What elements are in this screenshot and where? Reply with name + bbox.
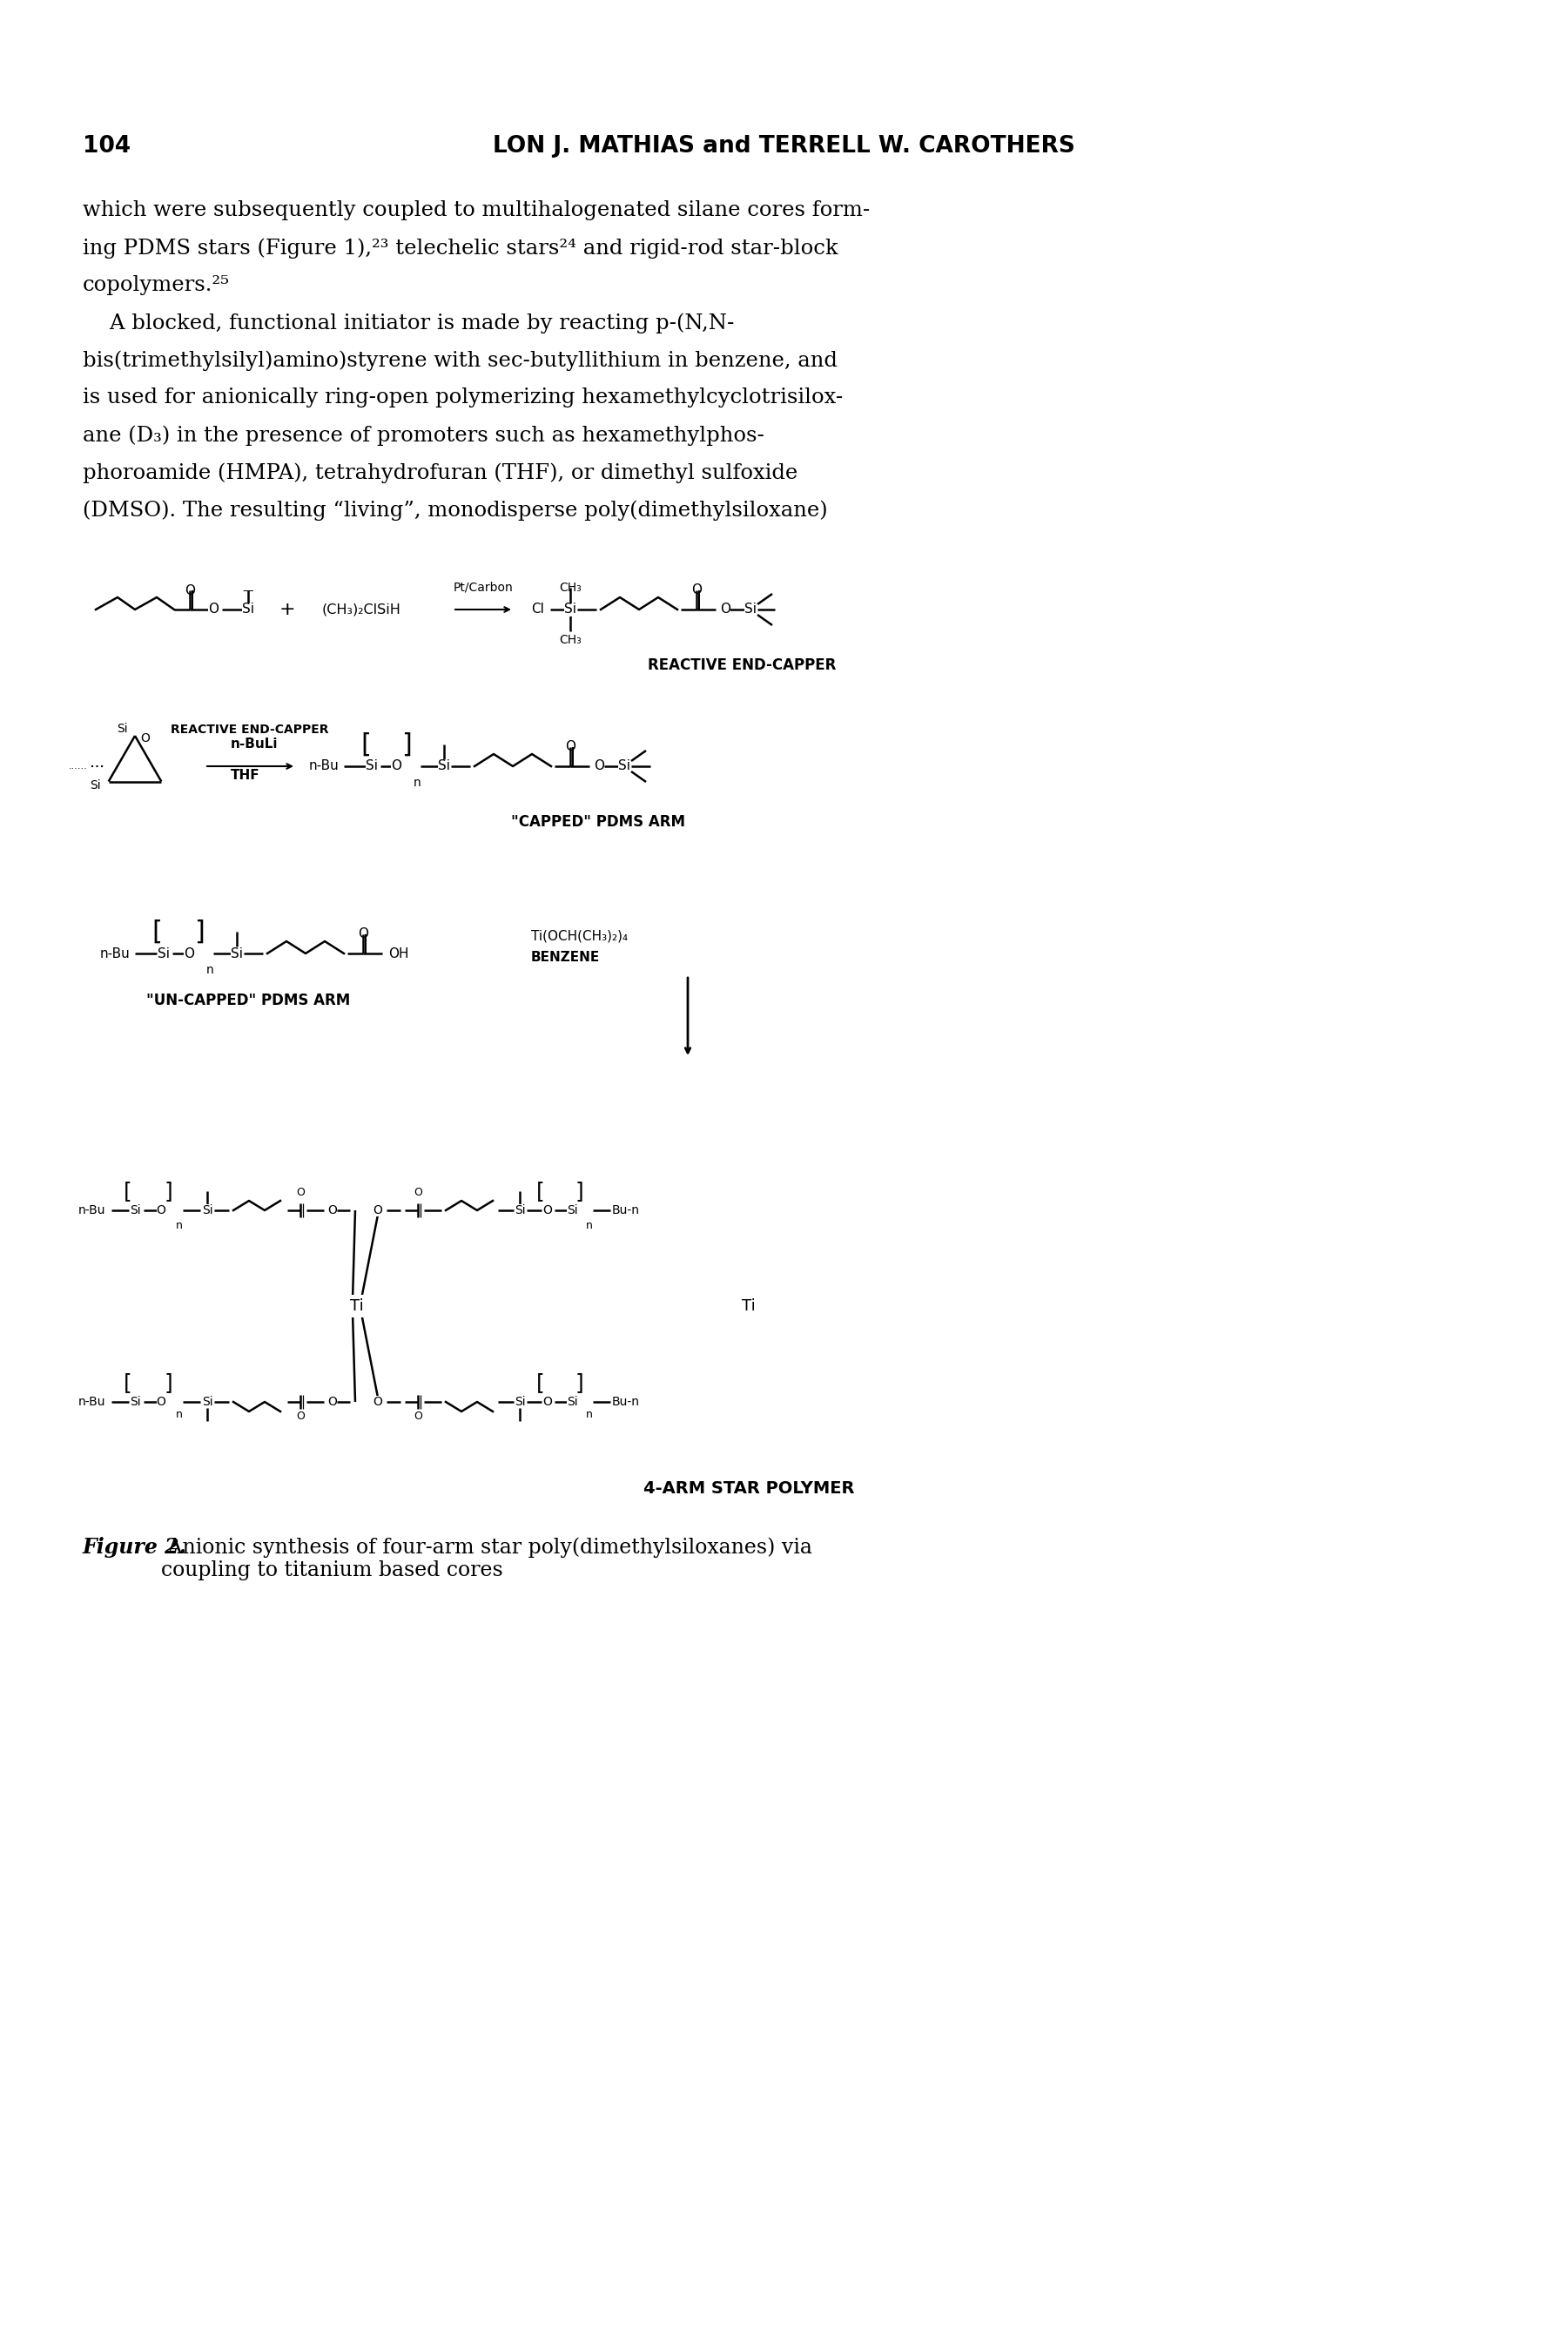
Text: +: + (279, 602, 295, 618)
Text: Si: Si (745, 602, 757, 616)
Text: n: n (176, 1408, 183, 1420)
Text: Si: Si (564, 602, 577, 616)
Text: O: O (328, 1204, 337, 1215)
Text: O: O (209, 602, 218, 616)
Text: Si: Si (230, 947, 243, 959)
Text: O: O (358, 926, 368, 940)
Text: Si: Si (202, 1396, 213, 1408)
Text: n-Bu: n-Bu (309, 759, 339, 773)
Text: n: n (207, 964, 213, 976)
Text: ]: ] (575, 1180, 583, 1201)
Text: n: n (414, 776, 422, 790)
Text: phoroamide (HMPA), tetrahydrofuran (THF), or dimethyl sulfoxide: phoroamide (HMPA), tetrahydrofuran (THF)… (83, 463, 798, 482)
Text: ane (D₃) in the presence of promoters such as hexamethylphos-: ane (D₃) in the presence of promoters su… (83, 426, 764, 444)
Text: Si: Si (89, 781, 100, 792)
Text: ]: ] (163, 1180, 172, 1201)
Text: is used for anionically ring-open polymerizing hexamethylcyclotrisilox-: is used for anionically ring-open polyme… (83, 388, 844, 407)
Text: Si: Si (157, 947, 169, 959)
Text: O: O (141, 731, 151, 745)
Text: [: [ (124, 1180, 132, 1201)
Text: CH₃: CH₃ (560, 581, 582, 595)
Text: Si: Si (566, 1204, 577, 1215)
Text: ]: ] (163, 1373, 172, 1394)
Text: O: O (373, 1204, 383, 1215)
Text: [: [ (361, 731, 372, 757)
Text: [: [ (124, 1373, 132, 1394)
Text: Si: Si (202, 1204, 213, 1215)
Text: bis(trimethylsilyl)amino)styrene with sec-butyllithium in benzene, and: bis(trimethylsilyl)amino)styrene with se… (83, 350, 837, 371)
Text: n-Bu: n-Bu (78, 1204, 105, 1215)
Text: ]: ] (194, 919, 204, 945)
Text: "CAPPED" PDMS ARM: "CAPPED" PDMS ARM (511, 813, 685, 830)
Text: ing PDMS stars (Figure 1),²³ telechelic stars²⁴ and rigid-rod star-block: ing PDMS stars (Figure 1),²³ telechelic … (83, 237, 837, 259)
Text: which were subsequently coupled to multihalogenated silane cores form-: which were subsequently coupled to multi… (83, 200, 870, 221)
Text: [: [ (152, 919, 162, 945)
Text: Si: Si (365, 759, 378, 773)
Text: LON J. MATHIAS and TERRELL W. CAROTHERS: LON J. MATHIAS and TERRELL W. CAROTHERS (492, 134, 1074, 158)
Text: Si: Si (130, 1396, 141, 1408)
Text: O: O (390, 759, 401, 773)
Text: (DMSO). The resulting “living”, monodisperse poly(dimethylsiloxane): (DMSO). The resulting “living”, monodisp… (83, 501, 828, 520)
Text: OH: OH (389, 947, 409, 959)
Text: THF: THF (230, 769, 260, 783)
Text: 104: 104 (83, 134, 130, 158)
Text: Si: Si (437, 759, 450, 773)
Text: O: O (185, 585, 194, 597)
Text: O: O (157, 1396, 166, 1408)
Text: (CH₃)₂ClSiH: (CH₃)₂ClSiH (321, 602, 401, 616)
Text: n-BuLi: n-BuLi (230, 738, 278, 750)
Text: Bu-n: Bu-n (612, 1396, 640, 1408)
Text: n-Bu: n-Bu (100, 947, 130, 959)
Text: O: O (157, 1204, 166, 1215)
Text: [: [ (536, 1373, 546, 1394)
Text: [: [ (536, 1180, 546, 1201)
Text: —: — (243, 585, 254, 597)
Text: O: O (183, 947, 194, 959)
Text: ]: ] (401, 731, 412, 757)
Text: O: O (296, 1187, 304, 1199)
Text: O: O (328, 1396, 337, 1408)
Text: O: O (691, 583, 702, 597)
Text: Anionic synthesis of four-arm star poly(dimethylsiloxanes) via
coupling to titan: Anionic synthesis of four-arm star poly(… (162, 1538, 812, 1580)
Text: CH₃: CH₃ (560, 635, 582, 647)
Text: Bu-n: Bu-n (612, 1204, 640, 1215)
Text: copolymers.²⁵: copolymers.²⁵ (83, 275, 230, 296)
Text: Si: Si (130, 1204, 141, 1215)
Text: Ti(OCH(CH₃)₂)₄: Ti(OCH(CH₃)₂)₄ (532, 929, 627, 943)
Text: O: O (414, 1187, 422, 1199)
Text: A blocked, functional initiator is made by reacting p-(N,N-: A blocked, functional initiator is made … (83, 313, 734, 334)
Text: n: n (586, 1408, 593, 1420)
Text: ]: ] (575, 1373, 583, 1394)
Text: n: n (586, 1220, 593, 1232)
Text: O: O (373, 1396, 383, 1408)
Text: Si: Si (241, 602, 254, 616)
Text: REACTIVE END-CAPPER: REACTIVE END-CAPPER (171, 724, 329, 736)
Text: O: O (720, 602, 731, 616)
Text: Si: Si (514, 1396, 525, 1408)
Text: Si: Si (514, 1204, 525, 1215)
Text: Figure 2.: Figure 2. (83, 1538, 187, 1559)
Text: Ti: Ti (350, 1298, 364, 1314)
Text: O: O (296, 1411, 304, 1422)
Text: Ti: Ti (742, 1298, 756, 1314)
Text: O: O (543, 1396, 552, 1408)
Text: BENZENE: BENZENE (532, 952, 601, 964)
Text: O: O (543, 1204, 552, 1215)
Text: n: n (176, 1220, 183, 1232)
Text: ......: ...... (67, 762, 88, 771)
Text: n-Bu: n-Bu (78, 1396, 105, 1408)
Text: 4-ARM STAR POLYMER: 4-ARM STAR POLYMER (643, 1481, 855, 1498)
Text: Si: Si (566, 1396, 577, 1408)
Text: O: O (414, 1411, 422, 1422)
Text: Pt/Carbon: Pt/Carbon (453, 581, 513, 595)
Text: O: O (594, 759, 604, 773)
Text: O: O (564, 741, 575, 752)
Text: Cl: Cl (532, 602, 544, 616)
Text: Si: Si (116, 722, 127, 736)
Text: Si: Si (618, 759, 630, 773)
Text: REACTIVE END-CAPPER: REACTIVE END-CAPPER (648, 658, 836, 672)
Text: "UN-CAPPED" PDMS ARM: "UN-CAPPED" PDMS ARM (146, 992, 350, 1009)
